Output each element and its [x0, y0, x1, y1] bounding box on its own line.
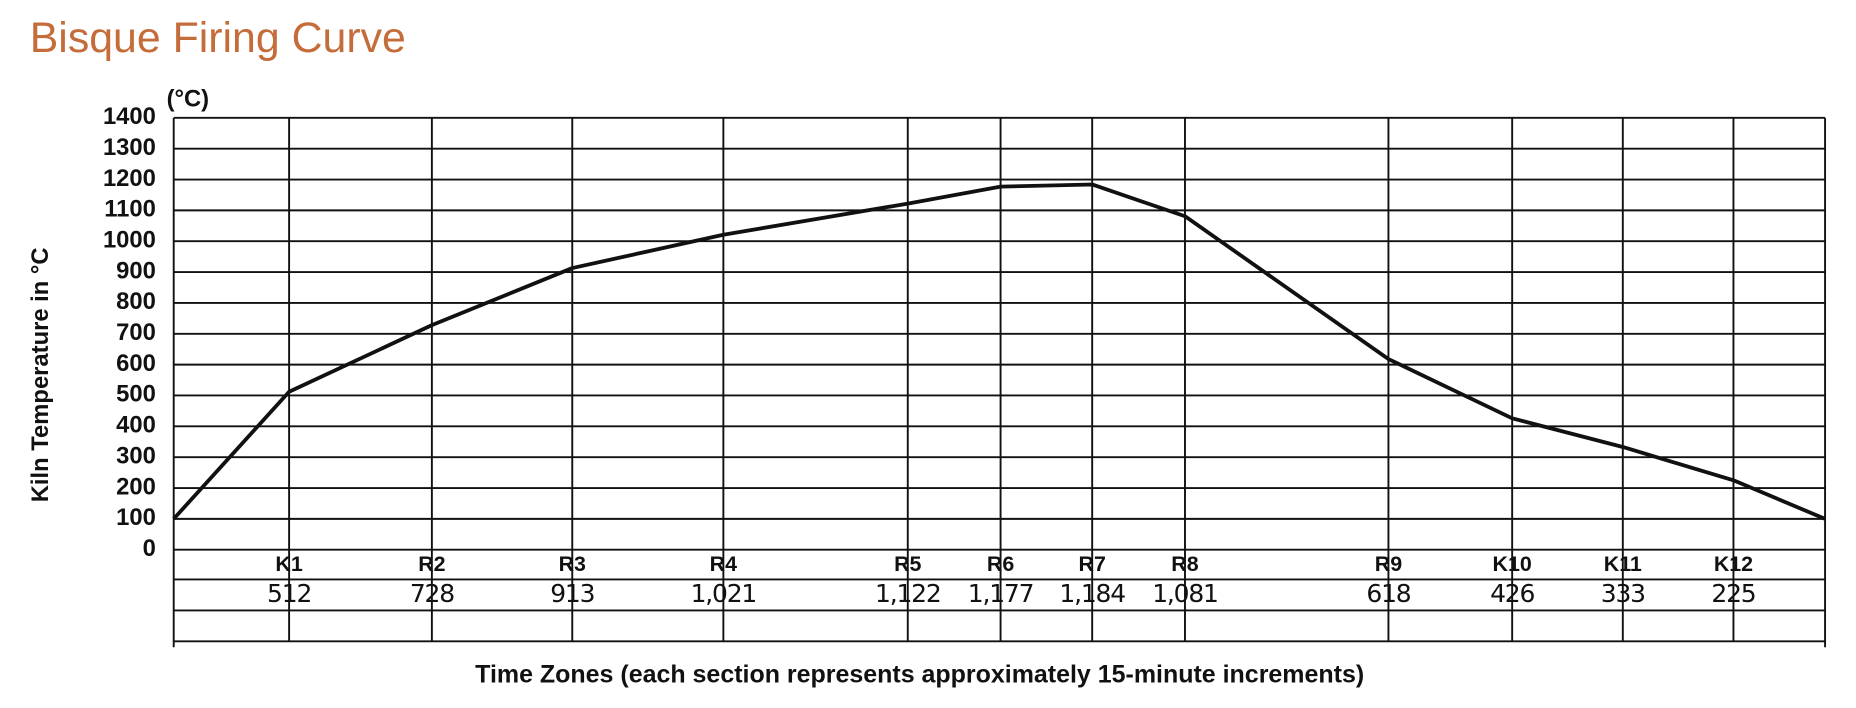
value-label: 1,122: [875, 579, 941, 608]
x-tick-label: R8: [1171, 552, 1198, 576]
value-label: 1,081: [1152, 579, 1218, 608]
unit-label: (°C): [167, 85, 210, 112]
y-tick-label: 1000: [103, 227, 156, 254]
chart-title: Bisque Firing Curve: [30, 14, 406, 62]
value-label: 1,177: [968, 579, 1034, 608]
y-tick-label: 100: [116, 504, 156, 531]
y-tick-label: 1400: [103, 103, 156, 130]
value-label: 225: [1711, 579, 1755, 608]
x-tick-label: R6: [987, 552, 1014, 576]
y-axis-label: Kiln Temperature in °C: [27, 247, 54, 502]
y-tick-label: 1300: [103, 134, 156, 161]
x-tick-label: R9: [1375, 552, 1402, 576]
y-tick-label: 300: [116, 442, 156, 469]
temperature-curve: [172, 182, 1826, 521]
value-label: 426: [1490, 579, 1534, 608]
x-tick-label: R3: [559, 552, 586, 576]
value-label: 333: [1601, 579, 1645, 608]
y-tick-label: 200: [116, 473, 156, 500]
y-tick-label: 800: [116, 288, 156, 315]
y-tick-label: 0: [143, 535, 156, 562]
value-label: 913: [550, 579, 594, 608]
x-tick-label: K12: [1714, 552, 1753, 576]
x-tick-label: K11: [1604, 552, 1642, 576]
y-tick-label: 700: [116, 319, 156, 346]
x-axis-label: Time Zones (each section represents appr…: [475, 660, 1364, 688]
y-tick-label: 900: [116, 257, 156, 284]
value-label: 512: [267, 579, 311, 608]
y-tick-label: 1200: [103, 165, 156, 192]
x-tick-label: K10: [1493, 552, 1532, 576]
x-tick-label: R2: [418, 552, 445, 576]
y-tick-label: 500: [116, 381, 156, 408]
y-tick-label: 400: [116, 412, 156, 439]
table-frame: [172, 117, 1827, 648]
x-tick-label: K1: [275, 552, 302, 576]
value-label: 1,021: [691, 579, 757, 608]
x-tick-label: R7: [1078, 552, 1105, 576]
x-tick-label: R5: [894, 552, 921, 576]
value-label: 728: [410, 579, 454, 608]
y-tick-label: 600: [116, 350, 156, 377]
y-tick-label: 1100: [104, 196, 156, 223]
value-label: 618: [1366, 579, 1410, 608]
x-tick-label: R4: [710, 552, 737, 576]
value-label: 1,184: [1059, 579, 1125, 608]
